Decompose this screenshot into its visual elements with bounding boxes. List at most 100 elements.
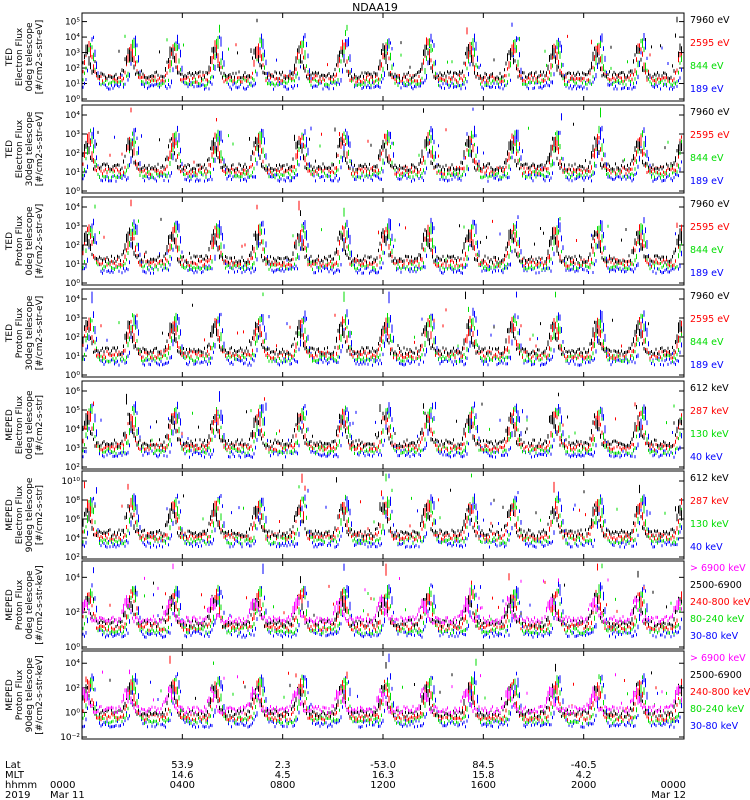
- y-tick-label: 10³: [65, 444, 80, 454]
- panel-6: 10² 10⁴ 10⁶ 10⁸ 10¹⁰ MEPED Electron Flux 90deg …: [5, 470, 729, 563]
- y-axis-label-line: MEPED: [5, 499, 15, 531]
- y-tick-label: 10¹⁰: [61, 477, 80, 487]
- y-axis-label-line: Proton Flux: [15, 307, 25, 358]
- y-tick-label: 10⁴: [65, 573, 80, 583]
- legend-entry: 30-80 keV: [690, 721, 739, 732]
- y-axis-label-line: Proton Flux: [15, 579, 25, 630]
- legend-entry: 189 eV: [690, 84, 724, 95]
- y-axis-label-line: [#/cm2-s-str-keV]: [35, 655, 45, 734]
- y-tick-label: 10¹: [65, 260, 80, 270]
- series-trace: [82, 563, 682, 625]
- x-tick-label: 15.8: [472, 770, 494, 781]
- y-tick-label: 10⁴: [65, 534, 80, 544]
- chart-title: NDAA19: [352, 1, 398, 14]
- legend-entry: 844 eV: [690, 61, 724, 72]
- legend-entry: 7960 eV: [690, 15, 730, 26]
- y-axis-label-line: TED: [5, 232, 15, 251]
- legend-entry: > 6900 keV: [690, 563, 746, 574]
- y-axis-label-line: Electron Flux: [15, 485, 25, 544]
- x-tick-label: 2.3: [275, 760, 291, 771]
- x-tick-label: 1600: [471, 780, 496, 791]
- y-tick-label: 10²: [65, 64, 80, 74]
- legend-entry: 2595 eV: [690, 222, 730, 233]
- x-tick-label: Mar 12: [651, 790, 686, 800]
- panel-2: 10⁰ 10¹ 10² 10³ 10⁴ TED Electron Flux 30deg tel…: [5, 104, 730, 197]
- x-tick-label: 84.5: [472, 760, 494, 771]
- x-tick-label: 53.9: [171, 760, 193, 771]
- y-axis-label-line: 30deg telescope: [25, 111, 35, 186]
- y-tick-label: 10¹: [65, 80, 80, 90]
- legend-entry: 80-240 keV: [690, 614, 745, 625]
- y-axis-label-line: MEPED: [5, 589, 15, 621]
- y-tick-label: 10⁻²: [60, 733, 80, 743]
- series-trace: [82, 107, 682, 176]
- y-axis-label-line: 30deg telescope: [25, 295, 35, 370]
- y-tick-label: 10⁰: [65, 643, 80, 653]
- legend-entry: 844 eV: [690, 245, 724, 256]
- legend-entry: 130 keV: [690, 519, 729, 530]
- y-axis-label-line: MEPED: [5, 409, 15, 441]
- series-trace: [82, 662, 682, 719]
- y-axis-label-line: [#/cm2-s-str-eV]: [35, 20, 45, 95]
- legend-entry: 612 keV: [690, 383, 729, 394]
- y-tick-label: 10⁴: [65, 33, 80, 43]
- legend-entry: 844 eV: [690, 153, 724, 164]
- y-tick-label: 10²: [65, 241, 80, 251]
- y-tick-label: 10²: [65, 684, 80, 694]
- y-tick-label: 10⁶: [65, 515, 80, 525]
- x-tick-label: 4.2: [576, 770, 592, 781]
- y-tick-label: 10¹: [65, 168, 80, 178]
- legend-entry: 2500-6900: [690, 580, 742, 591]
- legend-entry: 2595 eV: [690, 130, 730, 141]
- y-tick-label: 10⁴: [65, 111, 80, 121]
- x-tick-label: 1200: [370, 780, 395, 791]
- panel-7: 10⁰ 10² 10⁴ MEPED Proton Flux 0deg telescope[…: [5, 560, 750, 653]
- y-axis-label-line: Proton Flux: [15, 215, 25, 266]
- legend-entry: > 6900 keV: [690, 653, 746, 664]
- legend-entry: 7960 eV: [690, 107, 730, 118]
- y-axis-label-line: MEPED: [5, 679, 15, 711]
- y-axis-label-line: TED: [5, 140, 15, 159]
- series-trace: [82, 108, 682, 173]
- legend-entry: 2595 eV: [690, 38, 730, 49]
- y-axis-label-line: Proton Flux: [15, 669, 25, 720]
- y-axis-label-line: [#/cm2-s-str-eV]: [35, 204, 45, 279]
- series-trace: [82, 16, 682, 81]
- y-axis-label-line: TED: [5, 48, 15, 67]
- y-axis-label-line: 0deg telescope: [25, 206, 35, 276]
- y-tick-label: 10²: [65, 553, 80, 563]
- y-tick-label: 10⁰: [65, 371, 80, 381]
- y-tick-label: 10⁰: [65, 708, 80, 718]
- x-row-label: 2019: [5, 790, 30, 800]
- series-trace: [82, 210, 682, 265]
- series-trace: [82, 570, 682, 629]
- panel-frame: [81, 380, 685, 470]
- y-tick-label: 10⁶: [65, 387, 80, 397]
- y-axis-label-line: [#/cm2-s-str-eV]: [35, 296, 45, 371]
- y-tick-label: 10³: [65, 222, 80, 232]
- y-axis-label-line: [#/cm2-s-str-keV]: [35, 565, 45, 644]
- y-axis-label-line: [#/cm2-s-str]: [35, 395, 45, 455]
- y-axis-label-line: 90deg telescope: [25, 657, 35, 732]
- x-tick-label: 4.5: [275, 770, 291, 781]
- series-trace: [82, 291, 682, 357]
- legend-entry: 130 keV: [690, 429, 729, 440]
- y-tick-label: 10³: [65, 130, 80, 140]
- legend-entry: 240-800 keV: [690, 687, 750, 698]
- y-tick-label: 10⁴: [65, 295, 80, 305]
- panel-4: 10⁰ 10¹ 10² 10³ 10⁴ TED Proton Flux 30deg teles…: [5, 288, 730, 381]
- x-tick-label: 0800: [270, 780, 295, 791]
- y-tick-label: 10³: [65, 49, 80, 59]
- x-row-label: hhmm: [5, 780, 37, 791]
- panel-8: 10⁻² 10⁰ 10² 10⁴ MEPED Proton Flux 90deg teles…: [5, 650, 750, 743]
- y-tick-label: 10³: [65, 314, 80, 324]
- legend-entry: 2595 eV: [690, 314, 730, 325]
- x-tick-label: 0000: [50, 780, 75, 791]
- legend-entry: 240-800 keV: [690, 597, 750, 608]
- legend-entry: 189 eV: [690, 176, 724, 187]
- x-tick-label: Mar 11: [50, 790, 85, 800]
- y-axis-label-line: Electron Flux: [15, 27, 25, 86]
- series-trace: [82, 392, 682, 449]
- x-tick-label: 0000: [661, 780, 686, 791]
